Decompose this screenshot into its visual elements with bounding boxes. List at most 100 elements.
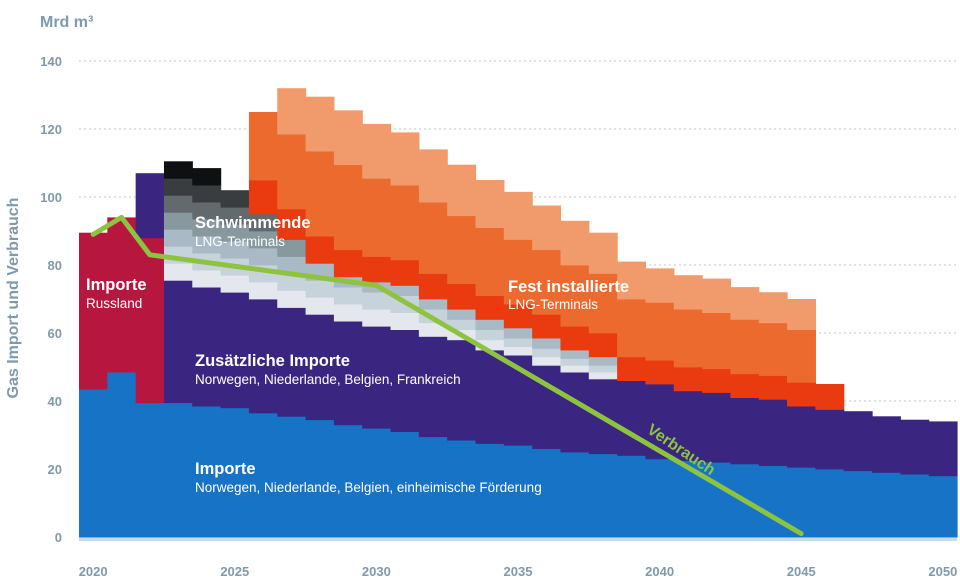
bar-segment-fixed_1 — [645, 360, 675, 385]
bar-segment-floating_2 — [305, 280, 335, 298]
bar-segment-domestic — [872, 472, 901, 538]
y-tick-label: 120 — [40, 122, 62, 137]
x-tick-label: 2050 — [928, 564, 957, 579]
bar-segment-domestic — [815, 469, 845, 538]
bar-segment-floating_1 — [277, 290, 307, 308]
bar-segment-additional — [277, 307, 307, 417]
stacked-areas — [79, 88, 958, 538]
bar-segment-domestic — [758, 465, 788, 538]
bar-segment-floating_1 — [532, 356, 562, 366]
bar-segment-domestic — [588, 453, 618, 538]
bar-segment-fixed_1 — [588, 333, 618, 358]
bar-segment-fixed_2 — [390, 185, 420, 261]
bar-segment-fixed_3 — [730, 287, 760, 320]
bar-segment-fixed_3 — [787, 299, 816, 330]
bar-segment-additional — [928, 421, 958, 477]
bar-segment-floating_2 — [503, 338, 533, 347]
bar-segment-fixed_1 — [362, 256, 392, 283]
bar-segment-fixed_3 — [333, 110, 363, 166]
label-fixed: Fest installierte LNG-Terminals — [508, 278, 629, 312]
bar-segment-additional — [758, 399, 788, 466]
bar-segment-domestic — [702, 462, 732, 538]
bar-segment-domestic — [390, 431, 420, 538]
label-imports-russia-title: Importe — [86, 276, 147, 294]
bar-segment-domestic — [79, 389, 108, 538]
bar-segment-domestic — [333, 424, 363, 538]
bar-segment-fixed_1 — [390, 259, 420, 286]
bar-segment-fixed_1 — [248, 180, 278, 215]
bar-segment-floating_3 — [277, 256, 307, 274]
bar-segment-fixed_3 — [390, 132, 420, 186]
bar-segment-fixed_2 — [447, 215, 477, 285]
bar-segment-floating_4 — [163, 212, 193, 230]
bar-segment-additional — [362, 326, 392, 429]
bar-segment-floating_1 — [560, 365, 590, 373]
bar-segment-additional — [673, 390, 703, 461]
bar-segment-additional — [418, 336, 448, 438]
label-floating-sub: LNG-Terminals — [195, 234, 285, 249]
bar-segment-domestic — [248, 412, 278, 538]
bar-segment-fixed_2 — [787, 329, 816, 383]
bar-segment-additional — [475, 350, 505, 444]
bar-segment-russia — [79, 232, 108, 390]
bar-segment-russia — [135, 237, 165, 404]
label-domestic-title: Importe — [195, 460, 256, 478]
bar-segment-domestic — [220, 407, 250, 538]
x-tick-label: 2030 — [362, 564, 391, 579]
bar-segment-domestic — [135, 402, 165, 538]
x-tick-label: 2020 — [79, 564, 108, 579]
bar-segment-fixed_3 — [673, 275, 703, 310]
bar-segment-fixed_3 — [362, 123, 392, 179]
bar-segment-domestic — [192, 406, 222, 538]
y-tick-label: 100 — [40, 190, 62, 205]
bar-segment-additional — [900, 419, 930, 475]
bar-segment-domestic — [532, 448, 562, 538]
bar-segment-floating_1 — [220, 275, 250, 293]
bar-segment-fixed_1 — [447, 283, 477, 310]
bar-segment-fixed_1 — [730, 373, 760, 398]
bar-segment-floating_1 — [192, 270, 222, 288]
bar-segment-fixed_3 — [758, 292, 788, 324]
bar-segment-floating_1 — [390, 312, 420, 330]
bar-segment-fixed_1 — [560, 326, 590, 351]
bar-segment-domestic — [418, 436, 448, 538]
bar-segment-fixed_2 — [645, 302, 675, 361]
bar-segment-floating_3 — [447, 309, 477, 320]
bar-segment-fixed_1 — [418, 273, 448, 300]
bar-segment-fixed_2 — [730, 319, 760, 375]
label-additional-title: Zusätzliche Importe — [195, 352, 350, 370]
consumption-line — [90, 214, 804, 537]
bar-segment-additional — [730, 397, 760, 465]
bar-segment-floating_3 — [163, 229, 193, 247]
bar-segment-floating_1 — [475, 339, 505, 351]
bar-segment-fixed_2 — [532, 249, 562, 315]
bar-segment-fixed_3 — [588, 232, 618, 274]
bar-segment-fixed_1 — [673, 367, 703, 392]
y-axis-label: Gas Import und Verbrauch — [5, 198, 22, 399]
bar-segment-fixed_3 — [645, 268, 675, 303]
bar-segment-fixed_2 — [362, 178, 392, 257]
bar-segment-fixed_2 — [560, 265, 590, 327]
bar-segment-additional — [787, 406, 816, 468]
bar-segment-floating_5 — [248, 214, 278, 232]
bar-segment-fixed_3 — [418, 149, 448, 203]
label-additional: Zusätzliche Importe Norwegen, Niederland… — [195, 352, 461, 387]
bar-segment-floating_5 — [192, 202, 222, 220]
bar-segment-fixed_1 — [305, 236, 335, 264]
bar-segment-fixed_1 — [617, 356, 647, 381]
bar-segment-fixed_2 — [503, 239, 533, 305]
bar-segment-floating_1 — [418, 322, 448, 337]
bar-segment-fixed_2 — [758, 322, 788, 376]
bar-segment-fixed_2 — [248, 112, 278, 181]
bar-segment-floating_3 — [532, 338, 562, 349]
bar-segment-floating_3 — [560, 350, 590, 359]
bar-segment-floating_1 — [588, 372, 618, 380]
bar-segment-fixed_3 — [475, 180, 505, 228]
bar-segment-floating_3 — [390, 285, 420, 296]
bar-segment-additional — [872, 416, 901, 473]
bar-segment-floating_1 — [503, 346, 533, 356]
bar-segment-additional — [815, 409, 845, 470]
bar-segment-floating_1 — [333, 304, 363, 322]
y-tick-labels: 0 20 40 60 80 100 120 140 — [40, 54, 62, 545]
bar-segment-domestic — [843, 470, 873, 538]
